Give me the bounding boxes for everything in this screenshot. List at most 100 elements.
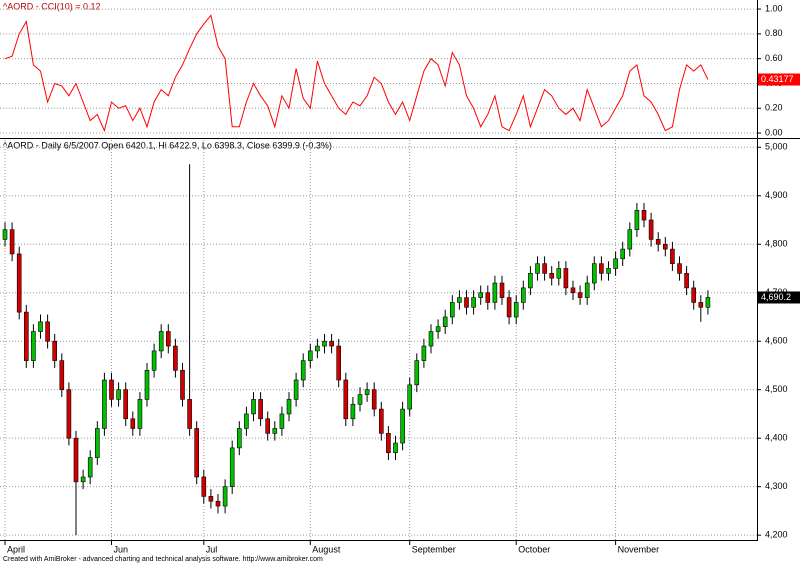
candle-body [265,418,271,434]
candle-body [52,340,58,361]
candle-body [364,389,370,395]
candle-body [286,399,292,415]
candle-body [23,311,29,361]
candle-body [577,292,583,298]
candle-body [166,331,171,347]
candle-body [258,399,263,420]
candle-body [662,243,668,250]
y-tick-label: 4,300 [765,481,788,491]
y-tick-label: 0.00 [765,127,783,137]
candle-body [279,413,285,429]
candle-body [187,399,192,429]
candle-body [421,345,427,361]
candle-body [222,486,228,507]
price-title: ^AORD - Daily 6/5/2007 Open 6420.1, Hi 6… [3,140,332,150]
candle-body [478,292,484,298]
candle-body [194,428,199,478]
y-tick-label: 4,900 [765,190,788,200]
candle-body [229,447,235,487]
candle-body [442,316,448,327]
candle-body [272,428,278,434]
x-tick-label: November [618,544,660,554]
y-tick-label: 4,200 [765,530,788,540]
candle-body [31,331,36,361]
candle-body [9,229,15,255]
candle-body [293,379,299,400]
candle-body [613,258,618,269]
candle-body [691,287,697,303]
candle-body [449,302,455,318]
candle-body [677,263,682,274]
candle-body [38,321,43,332]
x-tick-label: August [312,544,341,554]
candle-body [144,370,150,400]
candle-body [698,302,704,308]
x-tick-label: September [412,544,456,554]
x-tick-label: October [518,544,550,554]
candle-body [556,268,562,279]
candle-body [180,370,185,400]
last-value-label: 0.43177 [761,74,794,84]
candle-body [251,399,256,415]
candle-body [66,389,72,439]
candle-body [535,263,540,274]
indicator-title: ^AORD - CCI(10) = 0.12 [3,1,101,11]
candle-body [158,331,164,352]
footer: Created with AmiBroker - advanced charti… [3,556,323,563]
candle-body [471,297,476,308]
candle-body [655,239,661,245]
x-tick-label: Jul [206,544,218,554]
candle-body [414,360,420,386]
candle-body [350,403,356,420]
candle-body [137,399,143,429]
candle-body [130,418,136,429]
candle-body [393,442,398,454]
candle-body [378,408,384,434]
y-tick-label: 4,800 [765,239,788,249]
candle-body [123,389,128,420]
candle-body [73,437,79,483]
candle-body [670,248,675,264]
candle-body [464,297,469,308]
candle-body [627,229,633,250]
last-value-box [758,73,800,86]
candle-body [599,263,604,274]
x-tick-label: April [7,544,25,554]
candle-body [59,360,65,390]
candle-body [208,496,214,502]
candle-body [499,282,505,298]
candle-body [95,428,100,458]
x-tick-label: Jun [114,544,129,554]
candle-body [641,210,647,221]
candle-body [215,500,221,507]
candle-body [336,345,342,381]
y-tick-label: 0.80 [765,28,783,38]
candle-body [506,297,512,318]
cci-line [4,14,709,133]
candle-body [343,379,349,420]
candle-body [80,476,86,483]
y-tick-label: 0.60 [765,53,783,63]
candle-body [16,253,22,313]
candle-body [428,331,434,347]
candle-body [563,268,569,289]
candle-body [244,413,249,429]
candle-body [435,326,441,332]
candle-body [357,394,363,405]
candle-body [151,350,157,371]
candle-body [705,297,711,308]
candle-body [237,428,242,449]
candle-body [300,360,306,381]
candle-body [606,268,611,274]
candle-body [520,287,526,303]
candle-body [620,248,626,260]
candle-body [492,282,498,303]
candle-body [457,297,462,303]
candle-body [386,433,391,454]
candle-body [87,457,93,478]
y-tick-label: 4,500 [765,384,788,394]
candle-body [400,408,405,444]
